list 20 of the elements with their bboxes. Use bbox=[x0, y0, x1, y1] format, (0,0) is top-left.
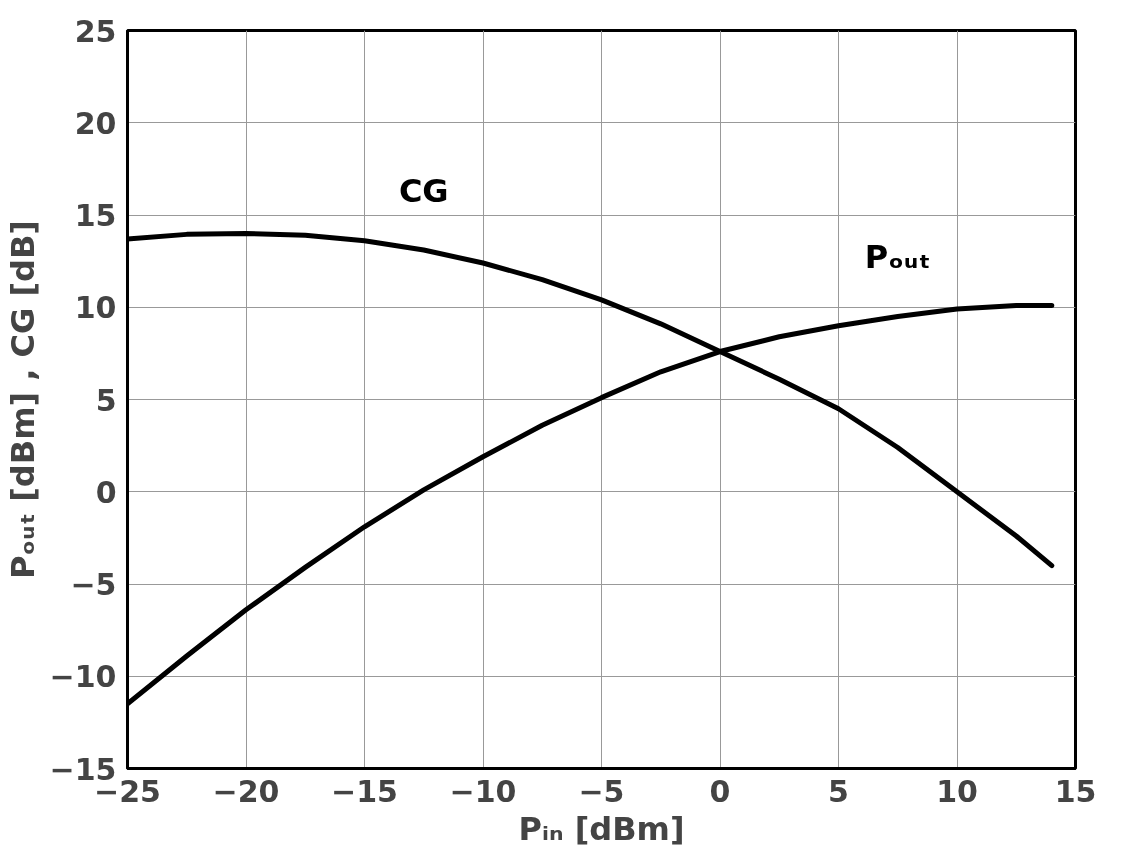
x-axis-title: Pᵢₙ [dBm] bbox=[518, 809, 685, 848]
x-tick-label: 10 bbox=[936, 773, 978, 809]
x-tick-label: −5 bbox=[578, 773, 625, 809]
y-tick-label: 25 bbox=[74, 13, 117, 49]
y-tick-label: 10 bbox=[74, 290, 117, 326]
x-tick-label: −15 bbox=[331, 773, 398, 809]
y-tick-label: 20 bbox=[74, 105, 117, 141]
y-axis-title: Pₒᵤₜ [dBm] , CG [dB] bbox=[3, 220, 42, 579]
y-tick-label: 5 bbox=[95, 382, 117, 418]
y-tick-label: −10 bbox=[49, 659, 117, 695]
y-tick-label: 0 bbox=[95, 474, 117, 510]
x-tick-label: 0 bbox=[709, 773, 731, 809]
x-tick-label: −20 bbox=[212, 773, 280, 809]
y-tick-label: 15 bbox=[74, 198, 117, 233]
x-tick-label: 15 bbox=[1054, 773, 1097, 809]
series-label: Pₒᵤₜ bbox=[864, 238, 931, 277]
series-label: CG bbox=[398, 172, 449, 211]
y-tick-label: −5 bbox=[70, 567, 117, 602]
x-tick-label: −10 bbox=[449, 773, 517, 809]
x-tick-label: 5 bbox=[828, 773, 849, 809]
